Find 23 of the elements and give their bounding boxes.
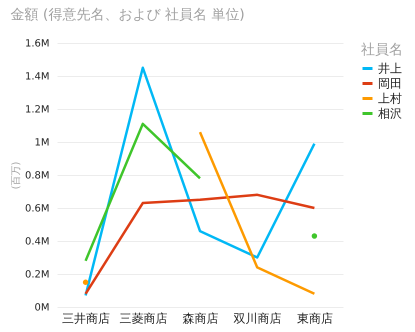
x-tick-label: 森商店: [182, 312, 218, 326]
legend-label: 井上: [378, 62, 402, 76]
x-tick-label: 三菱商店: [119, 312, 168, 326]
x-tick-label: 三井商店: [62, 312, 110, 326]
line-series: [84, 194, 316, 296]
y-tick-label: 0.8M: [24, 170, 50, 182]
chart-title: 金額 (得意先名、および 社員名 単位): [10, 7, 245, 23]
y-tick-label: 0.6M: [24, 204, 50, 214]
y-tick-label: 1M: [34, 138, 50, 148]
y-tick-label: 0.4M: [24, 236, 50, 248]
x-tick-label: 東商店: [296, 312, 333, 326]
y-axis-title: (百万): [10, 162, 22, 190]
legend-label: 岡田: [378, 76, 402, 90]
y-tick-label: 0.2M: [24, 270, 50, 280]
y-tick-label: 1.4M: [24, 72, 50, 82]
legend-label: 相沢: [378, 106, 402, 120]
line-series: [84, 66, 316, 297]
y-tick-label: 1.6M: [24, 38, 50, 50]
y-tick-label: 1.2M: [24, 104, 50, 116]
legend-title: 社員名: [361, 42, 403, 58]
x-tick-label: 双川商店: [234, 312, 282, 326]
legend-label: 上村: [378, 92, 402, 106]
y-tick-label: 0M: [34, 302, 50, 314]
